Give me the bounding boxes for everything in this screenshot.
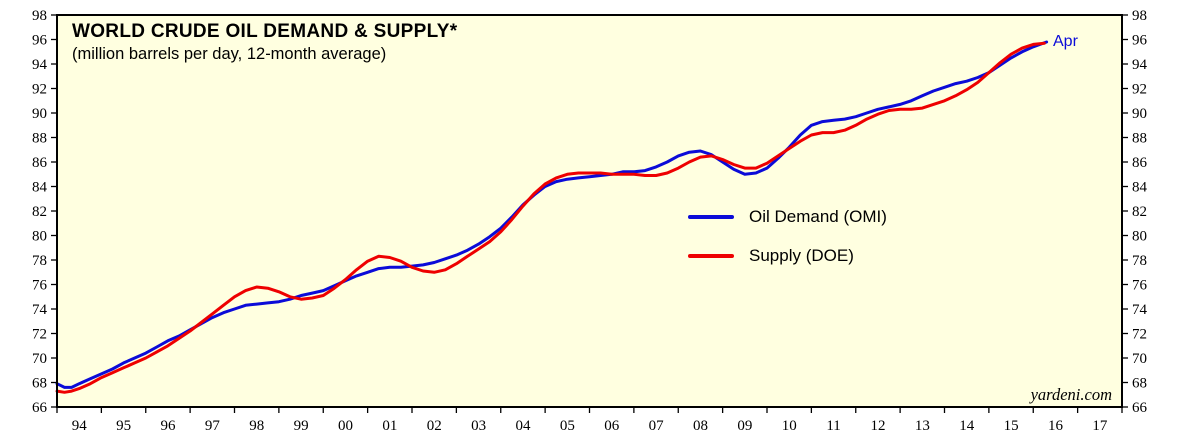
svg-text:16: 16 [1048, 418, 1064, 434]
svg-text:82: 82 [32, 204, 47, 220]
svg-text:88: 88 [1132, 131, 1147, 147]
svg-text:94: 94 [72, 418, 88, 434]
svg-text:90: 90 [32, 106, 47, 122]
svg-text:17: 17 [1092, 418, 1108, 434]
svg-text:05: 05 [560, 418, 575, 434]
supply-line-swatch [688, 253, 734, 259]
svg-text:86: 86 [32, 155, 48, 171]
svg-text:90: 90 [1132, 106, 1147, 122]
svg-text:10: 10 [782, 418, 797, 434]
svg-text:13: 13 [915, 418, 930, 434]
chart-subtitle: (million barrels per day, 12-month avera… [72, 45, 387, 63]
demand-line-swatch [688, 214, 734, 220]
svg-text:96: 96 [160, 418, 176, 434]
end-point-annotation: Apr [1053, 33, 1078, 50]
legend-item-supply: Supply (DOE) [688, 246, 887, 266]
svg-text:76: 76 [32, 278, 48, 294]
svg-text:92: 92 [32, 82, 47, 98]
svg-text:66: 66 [32, 400, 48, 416]
svg-text:78: 78 [1132, 253, 1147, 269]
svg-text:99: 99 [294, 418, 309, 434]
legend-label-supply: Supply (DOE) [749, 246, 854, 265]
chart-legend: Oil Demand (OMI) Supply (DOE) [688, 207, 887, 266]
svg-text:84: 84 [32, 180, 48, 196]
svg-text:15: 15 [1004, 418, 1019, 434]
svg-text:80: 80 [32, 229, 47, 245]
legend-item-demand: Oil Demand (OMI) [688, 207, 887, 227]
svg-text:68: 68 [1132, 376, 1147, 392]
chart-title: WORLD CRUDE OIL DEMAND & SUPPLY* [72, 21, 458, 42]
svg-text:68: 68 [32, 376, 47, 392]
svg-text:01: 01 [382, 418, 397, 434]
svg-text:08: 08 [693, 418, 708, 434]
svg-text:72: 72 [32, 327, 47, 343]
svg-text:98: 98 [249, 418, 264, 434]
svg-text:03: 03 [471, 418, 486, 434]
watermark: yardeni.com [1030, 385, 1112, 404]
svg-text:94: 94 [32, 57, 48, 73]
svg-text:84: 84 [1132, 180, 1148, 196]
svg-text:00: 00 [338, 418, 353, 434]
svg-text:07: 07 [649, 418, 665, 434]
svg-text:09: 09 [737, 418, 752, 434]
svg-text:78: 78 [32, 253, 47, 269]
svg-text:96: 96 [1132, 33, 1148, 49]
svg-text:74: 74 [1132, 302, 1148, 318]
svg-text:11: 11 [826, 418, 840, 434]
svg-text:98: 98 [32, 8, 47, 24]
svg-text:06: 06 [604, 418, 620, 434]
svg-text:96: 96 [32, 33, 48, 49]
svg-text:74: 74 [32, 302, 48, 318]
svg-text:70: 70 [1132, 351, 1147, 367]
svg-text:72: 72 [1132, 327, 1147, 343]
svg-text:88: 88 [32, 131, 47, 147]
svg-text:70: 70 [32, 351, 47, 367]
svg-text:98: 98 [1132, 8, 1147, 24]
svg-text:76: 76 [1132, 278, 1148, 294]
svg-text:92: 92 [1132, 82, 1147, 98]
svg-text:04: 04 [515, 418, 531, 434]
svg-text:82: 82 [1132, 204, 1147, 220]
svg-text:86: 86 [1132, 155, 1148, 171]
svg-text:94: 94 [1132, 57, 1148, 73]
svg-text:66: 66 [1132, 400, 1148, 416]
svg-text:12: 12 [870, 418, 885, 434]
svg-text:95: 95 [116, 418, 131, 434]
svg-text:80: 80 [1132, 229, 1147, 245]
svg-text:14: 14 [959, 418, 975, 434]
svg-text:02: 02 [427, 418, 442, 434]
legend-label-demand: Oil Demand (OMI) [749, 207, 887, 226]
svg-text:97: 97 [205, 418, 221, 434]
